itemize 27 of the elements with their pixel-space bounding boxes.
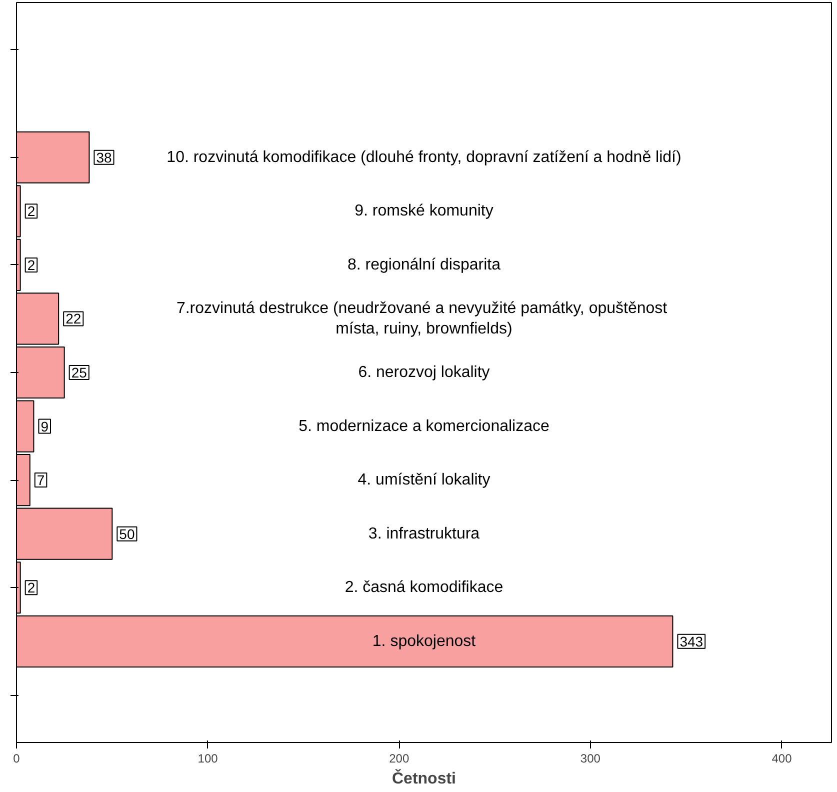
x-tick-label: 300 [580,752,601,766]
y-tick-label: 6. nerozvoj lokality [358,364,490,381]
data-label: 50 [119,526,135,542]
y-tick-label: 7.rozvinutá destrukce (neudržované a nevyužité památky, opuštěnost místa, ruiny, brownfields) [176,300,668,338]
y-tick-label: 3. infrastruktura [368,525,480,542]
data-label: 22 [66,310,82,327]
y-tick-label: 4. umístění lokality [358,472,490,489]
data-label: 38 [96,149,112,166]
data-label: 2 [27,580,36,596]
data-label: 25 [71,364,88,380]
data-label: 7 [36,472,45,488]
y-tick-label: 8. regionální disparita [348,256,501,274]
x-tick-label: 100 [198,752,218,766]
data-label: 9 [40,418,49,434]
y-tick-label: 10. rozvinutá komodifikace (dlouhé fronty, dopravní zatížení a hodně lidí) [166,148,682,166]
y-tick-label: 2. časná komodifikace [344,579,504,596]
bar [16,615,674,668]
data-label: 343 [680,633,704,650]
data-label: 2 [27,256,36,273]
y-tick-label: 9. romské komunity [354,202,494,220]
x-axis-title: Četnosti [392,768,456,788]
x-tick-label: 0 [13,752,20,766]
y-tick-label: 5. modernizace a komercionalizace [298,418,550,435]
x-tick-label: 200 [389,752,410,766]
data-label: 2 [27,203,36,220]
y-tick-label: 1. spokojenost [372,632,476,650]
x-tick-label: 400 [772,752,792,766]
